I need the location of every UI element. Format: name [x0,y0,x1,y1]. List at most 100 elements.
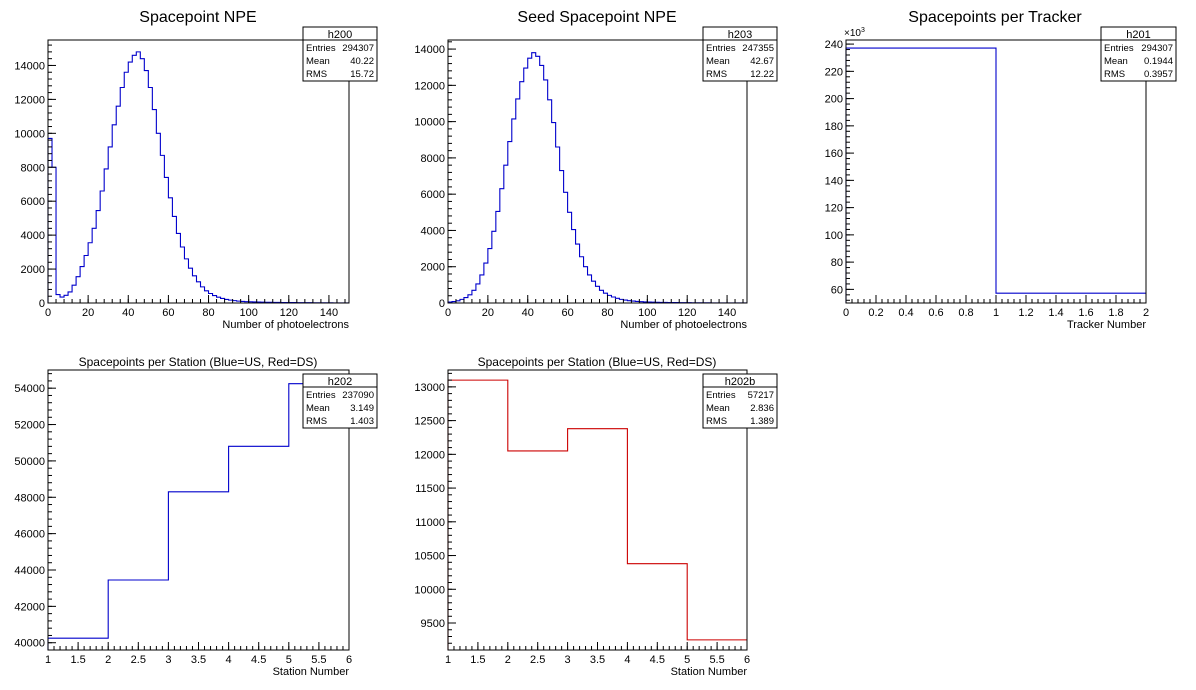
y-tick-label: 11000 [415,517,445,529]
stats-value-rms: 0.3957 [1144,69,1173,80]
x-tick-label: 2 [105,654,111,666]
x-tick-label: 20 [82,307,94,319]
stats-value-mean: 42.67 [750,56,774,67]
y-tick-label: 10500 [414,551,445,563]
x-tick-label: 140 [718,307,736,319]
y-tick-label: 240 [825,39,843,51]
x-axis-label: Station Number [671,666,748,678]
stats-label-mean: Mean [306,56,330,67]
x-tick-label: 5.5 [709,654,724,666]
chart-title: Spacepoints per Station (Blue=US, Red=DS… [478,355,717,369]
x-tick-label: 4.5 [251,654,266,666]
x-axis-label: Tracker Number [1067,319,1146,331]
stats-label-mean: Mean [706,56,730,67]
y-tick-label: 40000 [14,638,45,650]
x-tick-label: 100 [239,307,257,319]
stats-value-entries: 294307 [342,43,374,54]
chart-title: Spacepoints per Station (Blue=US, Red=DS… [79,355,318,369]
y-tick-label: 120 [825,203,843,215]
x-tick-label: 4 [624,654,630,666]
x-axis-label: Number of photoelectrons [222,319,349,331]
x-axis-label: Station Number [273,666,350,678]
histogram-line [447,379,747,650]
pad-seed-spacepoint-npe: Seed Spacepoint NPE 0 20 40 60 80 100 120 140 0 20… [414,9,778,331]
y-tick-label: 60 [831,284,843,296]
stats-value-entries: 247355 [742,43,774,54]
pad-spacepoint-npe: Spacepoint NPE 0 20 40 60 80 100 120 140 0 2000 400… [14,9,378,331]
y-tick-label: 10000 [14,128,45,140]
chart-title: Spacepoint NPE [139,9,256,26]
y-tick-label: 46000 [14,529,45,541]
x-tick-label: 0.4 [898,307,913,319]
y-tick-label: 140 [825,175,843,187]
stats-label-rms: RMS [306,416,327,427]
x-tick-label: 60 [162,307,174,319]
chart-title: Seed Spacepoint NPE [517,9,676,26]
stats-value-mean: 0.1944 [1144,56,1173,67]
y-tick-label: 4000 [421,225,445,237]
y-tick-label: 50000 [14,456,45,468]
x-tick-label: 6 [346,654,352,666]
x-tick-label: 5 [684,654,690,666]
x-tick-label: 140 [320,307,338,319]
stats-label-rms: RMS [306,69,327,80]
stats-name: h202b [725,376,756,388]
y-tick-label: 44000 [14,565,45,577]
stats-name: h200 [328,29,352,41]
y-tick-label: 220 [825,66,843,78]
y-tick-label: 11500 [415,483,445,495]
x-tick-label: 20 [482,307,494,319]
stats-value-mean: 3.149 [350,403,374,414]
y-tick-label: 42000 [14,601,45,613]
stats-value-entries: 237090 [342,390,374,401]
stats-box: h203 Entries 247355 Mean 42.67 RMS 12.22 [702,26,778,82]
x-tick-label: 2.5 [131,654,146,666]
x-tick-label: 40 [522,307,534,319]
stats-label-rms: RMS [706,416,727,427]
y-tick-label: 8000 [421,153,445,165]
stats-value-entries: 294307 [1141,43,1173,54]
x-tick-label: 3 [565,654,571,666]
stats-label-entries: Entries [706,43,736,54]
x-tick-label: 1.8 [1108,307,1123,319]
pad-spacepoints-per-station-us: Spacepoints per Station (Blue=US, Red=DS… [14,355,378,678]
y-tick-label: 10000 [414,117,445,129]
y-tick-label: 100 [825,230,843,242]
y-tick-label: 9500 [421,618,445,630]
stats-label-entries: Entries [306,43,336,54]
y-tick-label: 160 [825,148,843,160]
stats-value-rms: 1.389 [750,416,774,427]
y-tick-label: 48000 [14,492,45,504]
x-tick-label: 1.4 [1048,307,1063,319]
stats-value-mean: 2.836 [750,403,774,414]
x-tick-label: 3.5 [191,654,206,666]
x-tick-label: 120 [280,307,298,319]
x-tick-label: 0 [45,307,51,319]
histogram-line [447,52,747,304]
y-tick-label: 0 [439,298,445,310]
x-tick-label: 2 [1143,307,1149,319]
y-tick-label: 12000 [414,449,445,461]
stats-name: h201 [1126,29,1150,41]
stats-box: h202b Entries 57217 Mean 2.836 RMS 1.389 [702,373,778,429]
histogram-line [47,51,349,304]
y-axis-multiplier: ×103 [844,27,865,39]
x-tick-label: 4 [226,654,232,666]
y-tick-label: 14000 [14,60,45,72]
x-tick-label: 80 [601,307,613,319]
plot-frame [47,39,350,304]
stats-label-entries: Entries [706,390,736,401]
y-tick-label: 10000 [414,584,445,596]
y-tick-label: 4000 [21,230,45,242]
stats-label-mean: Mean [1104,56,1128,67]
stats-box: h202 Entries 237090 Mean 3.149 RMS 1.403 [302,373,378,429]
stats-box: h200 Entries 294307 Mean 40.22 RMS 15.72 [302,26,378,82]
stats-label-entries: Entries [306,390,336,401]
y-tick-label: 12000 [14,94,45,106]
pad-spacepoints-per-tracker: Spacepoints per Tracker 0 0.2 0.4 0.6 0.8 1 1.2… [825,9,1177,331]
y-tick-label: 80 [831,257,843,269]
x-tick-label: 5 [286,654,292,666]
stats-value-entries: 57217 [748,390,774,401]
plot-frame [447,39,748,304]
x-tick-label: 40 [122,307,134,319]
